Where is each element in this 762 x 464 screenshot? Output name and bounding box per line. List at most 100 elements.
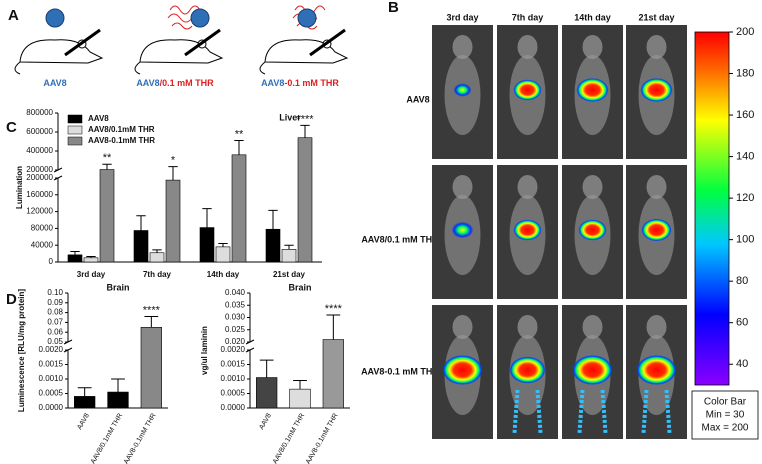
- mouse-head: [582, 315, 603, 339]
- cartoon-label-part: AAV8: [261, 78, 284, 88]
- bar: [107, 391, 129, 409]
- bar: [149, 252, 165, 263]
- cartoon-label: AAV8: [43, 78, 66, 88]
- error-bar: [234, 140, 244, 155]
- significance: *: [171, 155, 176, 167]
- chart-title: Brain: [106, 282, 129, 292]
- colorbar-tick-label: 140: [736, 150, 754, 162]
- error-bar: [152, 249, 162, 253]
- y-tick-label: 0.0015: [39, 360, 64, 369]
- bar: [297, 137, 313, 263]
- x-tick-label: AAV8: [76, 412, 91, 431]
- syringe: [64, 28, 101, 57]
- colorbar-text: Min = 30: [706, 410, 745, 421]
- signal-streak: [664, 389, 672, 434]
- row-label: AAV8/0.1 mM THR: [361, 234, 439, 244]
- bar: [67, 254, 83, 263]
- legend-swatch: [67, 114, 83, 124]
- colorbar-tick-label: 180: [736, 67, 754, 79]
- colorbar-tick-label: 200: [736, 26, 754, 38]
- significance: ****: [325, 303, 343, 315]
- legend-swatch: [67, 136, 83, 146]
- panel-label: D: [6, 291, 17, 308]
- bar: [289, 388, 311, 409]
- y-tick-label: 0.030: [225, 313, 246, 322]
- virus: [297, 8, 317, 28]
- significance: ****: [296, 113, 314, 125]
- error-bar: [268, 209, 278, 230]
- bar: [281, 249, 297, 263]
- signal: [640, 78, 673, 102]
- row-label: AAV8-0.1 mM THR: [361, 366, 439, 376]
- legend-label: AAV8: [88, 114, 109, 123]
- cartoon-label: AAV8/0.1 mM THR: [136, 78, 214, 88]
- colorbar-tick-label: 100: [736, 234, 754, 246]
- signal: [509, 356, 546, 384]
- mouse-head: [646, 315, 667, 339]
- cartoon-label-part: /0.1 mM THR: [160, 78, 215, 88]
- y-tick-label: 0.025: [225, 325, 246, 334]
- colorbar-tick-label: 120: [736, 192, 754, 204]
- colorbar-text: Max = 200: [702, 423, 749, 434]
- colorbar-tick-label: 60: [736, 317, 748, 329]
- y-tick-label: 40000: [31, 240, 54, 249]
- signal: [641, 218, 672, 242]
- mouse-head: [517, 35, 538, 59]
- mouse-cartoons: AAV8 AAV8/0.1 mM THR AAV8-0.1 mM THR: [14, 5, 349, 88]
- significance: ****: [143, 304, 161, 316]
- cartoon-label: AAV8-0.1 mM THR: [261, 78, 339, 88]
- y-tick-label: 400000: [26, 146, 53, 155]
- x-tick-label: 14th day: [207, 270, 240, 279]
- bar: [231, 154, 247, 263]
- syringe: [184, 28, 221, 57]
- bar: [265, 228, 281, 263]
- y-tick-label: 0.08: [47, 308, 63, 317]
- colorbar: [694, 31, 730, 386]
- legend-label: AAV8/0.1mM THR: [88, 125, 155, 134]
- mouse-head: [517, 315, 538, 339]
- signal: [578, 219, 607, 241]
- y-axis-label: Lumination: [15, 166, 24, 209]
- y-tick-label: 0.05: [47, 337, 63, 346]
- y-tick-label: 0.0020: [39, 345, 64, 354]
- bar: [322, 339, 344, 409]
- y-tick-label: 0.0010: [39, 374, 64, 383]
- bar: [199, 227, 215, 263]
- error-bar: [136, 215, 146, 231]
- signal-streak: [600, 389, 608, 434]
- mouse: [264, 39, 349, 64]
- signal: [576, 78, 609, 102]
- mouse: [19, 39, 104, 64]
- x-tick-label: AAV8: [258, 412, 273, 431]
- mouse-head: [517, 175, 538, 199]
- x-tick-label: 7th day: [143, 270, 172, 279]
- error-bar: [300, 124, 310, 138]
- y-tick-label: 0.0020: [221, 345, 246, 354]
- error-bar: [70, 251, 80, 255]
- mouse-head: [646, 175, 667, 199]
- mouse-tail: [259, 61, 266, 75]
- mouse-head: [582, 35, 603, 59]
- colorbar-tick-label: 80: [736, 275, 748, 287]
- chart-title: Brain: [288, 282, 311, 292]
- y-tick-label: 0.0000: [221, 403, 246, 412]
- signal-streak: [641, 389, 649, 434]
- y-tick-label: 120000: [26, 207, 53, 216]
- error-bar: [218, 243, 228, 247]
- x-tick-label: AAV8/0.1mM THR: [90, 412, 125, 464]
- error-bar: [293, 379, 307, 390]
- signal-streak: [577, 389, 585, 434]
- colorbar-text: Color Bar: [704, 397, 747, 408]
- y-tick-label: 80000: [31, 224, 54, 233]
- signal: [513, 79, 542, 101]
- y-axis-label: Luminescence [RLU/mg protein]: [17, 289, 26, 412]
- y-tick-label: 0.10: [47, 288, 63, 297]
- row-label: AAV8: [406, 94, 429, 104]
- colorbar-box: [691, 390, 759, 440]
- x-tick-label: AAV8/0.1mM THR: [272, 412, 307, 464]
- day-label: 14th day: [574, 12, 611, 22]
- y-tick-label: 0.0015: [221, 360, 246, 369]
- day-label: 7th day: [512, 12, 544, 22]
- y-tick-label: 0.06: [47, 327, 63, 336]
- bar: [133, 230, 149, 263]
